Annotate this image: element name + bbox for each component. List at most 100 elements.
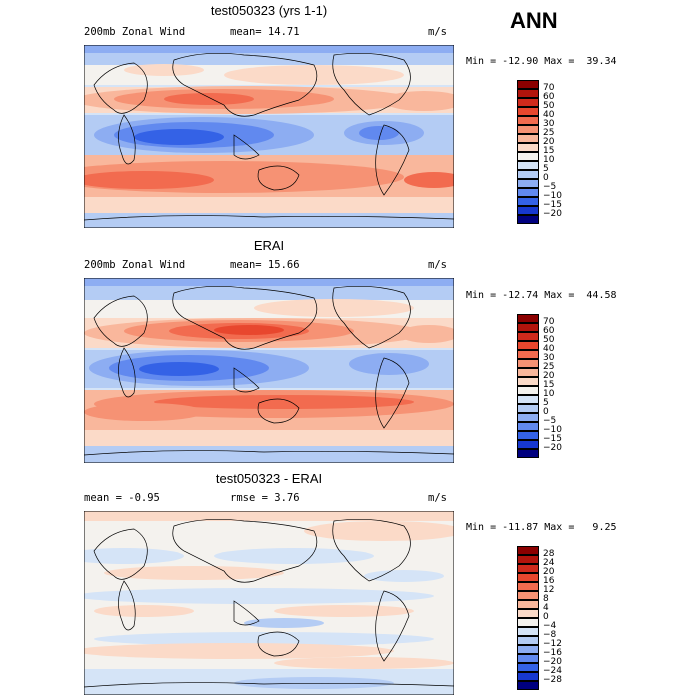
- panel2-map: [84, 278, 454, 463]
- colorbar-swatch: [517, 332, 539, 341]
- colorbar-tick-label: 5: [543, 398, 549, 408]
- colorbar-tick-label: 0: [543, 612, 549, 622]
- colorbar-swatch: [517, 672, 539, 681]
- colorbar-tick-label: 15: [543, 380, 555, 390]
- panel2-minmax: Min = -12.74 Max = 44.58: [466, 290, 617, 301]
- panel3-colorbar: 28 24 20 16 12 8 4 0 −4 −8 −12 −16 −20 −24 −28: [517, 546, 577, 692]
- colorbar-swatch: [517, 636, 539, 645]
- colorbar-tick-label: 70: [543, 317, 555, 327]
- colorbar-swatch: [517, 582, 539, 591]
- colorbar-swatch: [517, 627, 539, 636]
- colorbar-tick-label: −10: [543, 425, 562, 435]
- colorbar-tick-label: 50: [543, 101, 555, 111]
- panel1-units: m/s: [428, 26, 447, 38]
- colorbar-tick-label: −12: [543, 639, 562, 649]
- panel1-map: [84, 45, 454, 228]
- colorbar-tick-label: 8: [543, 594, 549, 604]
- colorbar-swatch: [517, 80, 539, 89]
- colorbar-swatch: [517, 654, 539, 663]
- colorbar-swatch: [517, 152, 539, 161]
- colorbar-swatch: [517, 161, 539, 170]
- colorbar-tick-label: 10: [543, 155, 555, 165]
- colorbar-tick-label: 30: [543, 119, 555, 129]
- colorbar-tick-label: −15: [543, 200, 562, 210]
- colorbar-swatch: [517, 386, 539, 395]
- colorbar-swatch: [517, 314, 539, 323]
- colorbar-tick-label: −20: [543, 443, 562, 453]
- panel2-title: ERAI: [253, 238, 285, 253]
- colorbar-tick-label: −5: [543, 416, 557, 426]
- panel1-minmax: Min = -12.90 Max = 39.34: [466, 56, 617, 67]
- colorbar-swatch: [517, 98, 539, 107]
- colorbar-tick-label: 30: [543, 353, 555, 363]
- panel2-units: m/s: [428, 259, 447, 271]
- colorbar-tick-label: −20: [543, 657, 562, 667]
- colorbar-swatch: [517, 206, 539, 215]
- colorbar-swatch: [517, 404, 539, 413]
- colorbar-swatch: [517, 609, 539, 618]
- colorbar-tick-label: 0: [543, 173, 549, 183]
- colorbar-tick-label: 70: [543, 83, 555, 93]
- colorbar-swatch: [517, 645, 539, 654]
- colorbar-tick-label: 20: [543, 137, 555, 147]
- colorbar-tick-label: 16: [543, 576, 555, 586]
- colorbar-swatch: [517, 341, 539, 350]
- colorbar-tick-label: 25: [543, 362, 555, 372]
- colorbar-tick-label: −28: [543, 675, 562, 685]
- colorbar-tick-label: 20: [543, 567, 555, 577]
- panel3-rmse: rmse = 3.76: [230, 492, 300, 504]
- colorbar-tick-label: 40: [543, 344, 555, 354]
- colorbar-swatch: [517, 573, 539, 582]
- colorbar-tick-label: 24: [543, 558, 555, 568]
- colorbar-swatch: [517, 377, 539, 386]
- colorbar-swatch: [517, 600, 539, 609]
- colorbar-tick-label: −4: [543, 621, 557, 631]
- colorbar-swatch: [517, 368, 539, 377]
- colorbar-tick-label: 40: [543, 110, 555, 120]
- colorbar-tick-label: 15: [543, 146, 555, 156]
- colorbar-swatch: [517, 431, 539, 440]
- colorbar-swatch: [517, 564, 539, 573]
- colorbar-tick-label: −10: [543, 191, 562, 201]
- panel3-units: m/s: [428, 492, 447, 504]
- panel3-map: [84, 511, 454, 695]
- colorbar-tick-label: 60: [543, 92, 555, 102]
- colorbar-swatch: [517, 107, 539, 116]
- panel1-title: test050323 (yrs 1-1): [210, 3, 328, 18]
- panel3-title: test050323 - ERAI: [215, 471, 323, 486]
- colorbar-tick-label: 25: [543, 128, 555, 138]
- colorbar-tick-label: −24: [543, 666, 562, 676]
- colorbar-swatch: [517, 449, 539, 458]
- colorbar-swatch: [517, 197, 539, 206]
- colorbar-swatch: [517, 134, 539, 143]
- colorbar-swatch: [517, 413, 539, 422]
- colorbar-swatch: [517, 681, 539, 690]
- colorbar-tick-label: 0: [543, 407, 549, 417]
- colorbar-tick-label: −20: [543, 209, 562, 219]
- panel3-minmax: Min = -11.87 Max = 9.25: [466, 522, 617, 533]
- colorbar-swatch: [517, 125, 539, 134]
- panel1-field-label: 200mb Zonal Wind: [84, 26, 186, 38]
- colorbar-swatch: [517, 440, 539, 449]
- colorbar-tick-label: 4: [543, 603, 549, 613]
- colorbar-swatch: [517, 143, 539, 152]
- colorbar-swatch: [517, 179, 539, 188]
- colorbar-swatch: [517, 591, 539, 600]
- colorbar-swatch: [517, 555, 539, 564]
- colorbar-tick-label: −8: [543, 630, 557, 640]
- panel3-mean: mean = -0.95: [84, 492, 160, 504]
- colorbar-tick-label: 20: [543, 371, 555, 381]
- colorbar-swatch: [517, 359, 539, 368]
- panel1-mean: mean= 14.71: [230, 26, 300, 38]
- colorbar-swatch: [517, 663, 539, 672]
- colorbar-tick-label: 50: [543, 335, 555, 345]
- colorbar-swatch: [517, 215, 539, 224]
- colorbar-swatch: [517, 618, 539, 627]
- colorbar-tick-label: 10: [543, 389, 555, 399]
- colorbar-swatch: [517, 323, 539, 332]
- colorbar-swatch: [517, 188, 539, 197]
- panel1-colorbar: 70 60 50 40 30 25 20 15 10 5 0 −5 −10 −15 −20: [517, 80, 577, 226]
- colorbar-tick-label: 60: [543, 326, 555, 336]
- colorbar-tick-label: 5: [543, 164, 549, 174]
- colorbar-swatch: [517, 170, 539, 179]
